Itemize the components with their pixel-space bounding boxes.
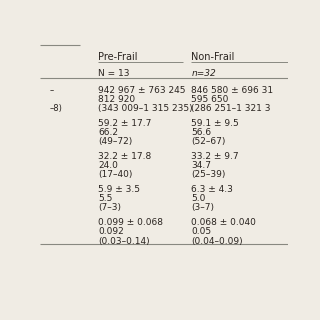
Text: 66.2: 66.2 [98,128,118,137]
Text: –8): –8) [50,104,63,113]
Text: 33.2 ± 9.7: 33.2 ± 9.7 [191,152,239,161]
Text: n=32: n=32 [191,69,216,78]
Text: 56.6: 56.6 [191,128,212,137]
Text: 0.099 ± 0.068: 0.099 ± 0.068 [98,218,163,227]
Text: 32.2 ± 17.8: 32.2 ± 17.8 [98,152,152,161]
Text: 0.068 ± 0.040: 0.068 ± 0.040 [191,218,256,227]
Text: Non-Frail: Non-Frail [191,52,235,62]
Text: 5.5: 5.5 [98,194,113,203]
Text: (343 009–1 315 235): (343 009–1 315 235) [98,104,193,113]
Text: 0.092: 0.092 [98,227,124,236]
Text: (7–3): (7–3) [98,204,121,212]
Text: 5.9 ± 3.5: 5.9 ± 3.5 [98,185,140,194]
Text: N = 13: N = 13 [98,69,130,78]
Text: (3–7): (3–7) [191,204,214,212]
Text: (52–67): (52–67) [191,138,226,147]
Text: 34.7: 34.7 [191,161,211,170]
Text: (49–72): (49–72) [98,138,132,147]
Text: 5.0: 5.0 [191,194,206,203]
Text: Pre-Frail: Pre-Frail [98,52,138,62]
Text: 812 920: 812 920 [98,95,135,104]
Text: 24.0: 24.0 [98,161,118,170]
Text: 59.2 ± 17.7: 59.2 ± 17.7 [98,119,152,128]
Text: 846 580 ± 696 31: 846 580 ± 696 31 [191,86,273,95]
Text: (286 251–1 321 3: (286 251–1 321 3 [191,104,271,113]
Text: 595 650: 595 650 [191,95,229,104]
Text: 942 967 ± 763 245: 942 967 ± 763 245 [98,86,186,95]
Text: 0.05: 0.05 [191,227,212,236]
Text: 59.1 ± 9.5: 59.1 ± 9.5 [191,119,239,128]
Text: (0.03–0.14): (0.03–0.14) [98,236,150,245]
Text: 6.3 ± 4.3: 6.3 ± 4.3 [191,185,233,194]
Text: (25–39): (25–39) [191,171,226,180]
Text: (17–40): (17–40) [98,171,133,180]
Text: –: – [50,86,54,95]
Text: (0.04–0.09): (0.04–0.09) [191,236,243,245]
